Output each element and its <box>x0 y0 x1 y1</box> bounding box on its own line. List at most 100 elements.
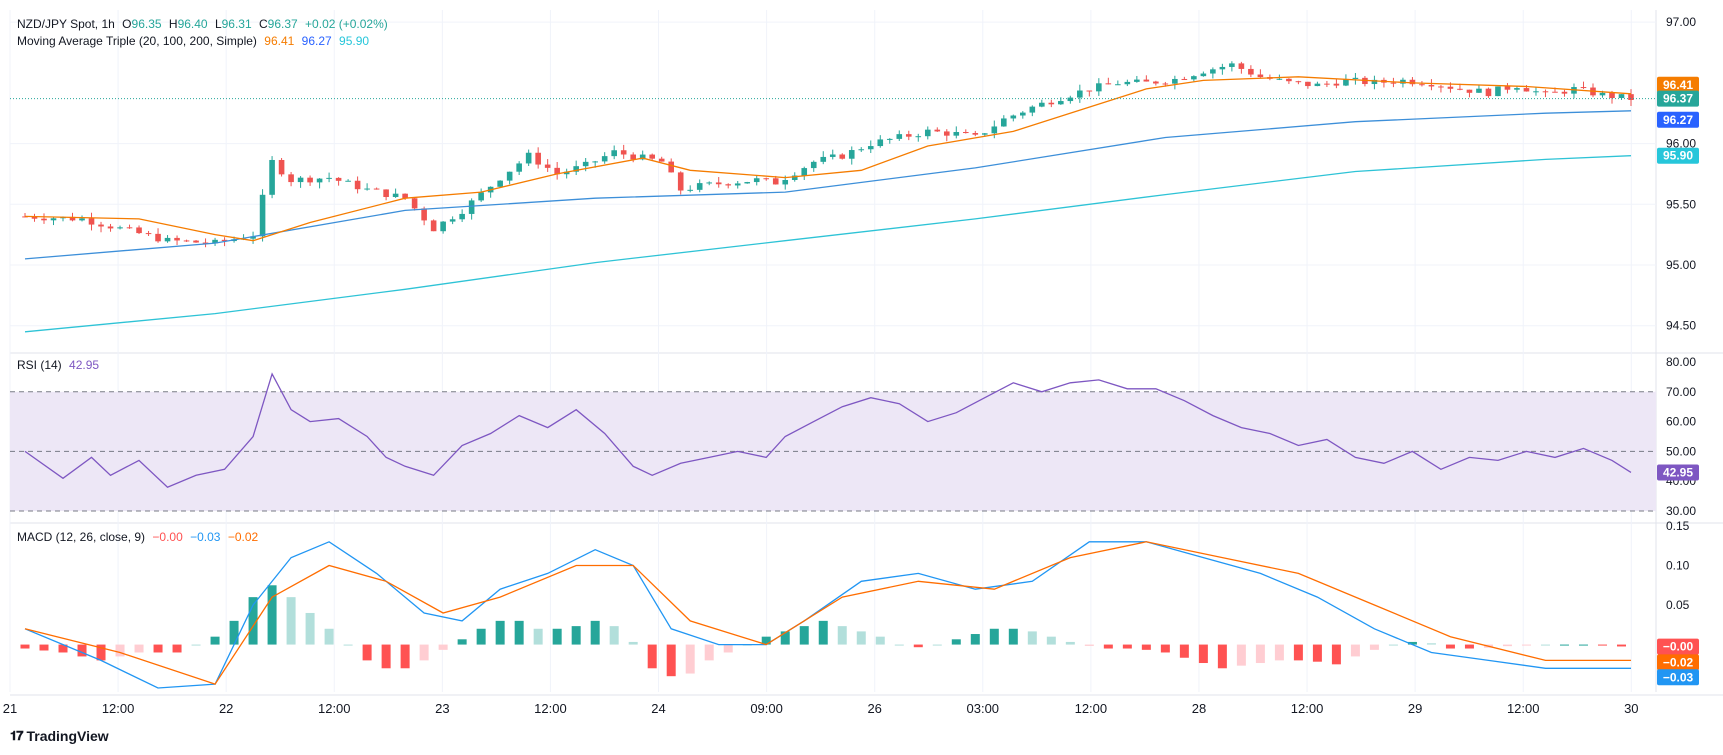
rsi-badge-label: 42.95 <box>1663 465 1693 479</box>
candle-body <box>250 236 256 239</box>
candle-down <box>630 152 636 163</box>
candle-body <box>934 129 941 132</box>
candle-down <box>763 177 770 181</box>
macd-hist-bar <box>1331 644 1341 665</box>
candle-body <box>981 133 988 135</box>
candle-up <box>820 151 827 165</box>
macd-tick-label: 0.15 <box>1666 519 1690 533</box>
macd-hist-bar <box>1426 643 1436 645</box>
candle-body <box>1238 63 1245 69</box>
candle-body <box>1618 94 1625 99</box>
candle-body <box>649 154 655 159</box>
macd-hist-bar <box>248 597 258 645</box>
macd-badge: −0.03 <box>1657 669 1699 686</box>
candle-body <box>1058 101 1064 105</box>
ma200-line <box>24 155 1632 333</box>
candle-body <box>459 213 465 220</box>
candle-body <box>1514 88 1520 90</box>
candle-up <box>696 179 703 193</box>
candle-body <box>326 177 332 179</box>
candle-body <box>1105 83 1112 85</box>
candle-body <box>563 171 570 175</box>
candle-body <box>1599 92 1606 96</box>
candle-down <box>1362 76 1368 87</box>
candle-body <box>269 159 275 195</box>
candle-up <box>525 149 532 166</box>
candle-body <box>782 179 789 185</box>
macd-hist-bar <box>153 644 163 653</box>
candle-up <box>1229 61 1235 72</box>
macd-hist-bar <box>400 644 410 669</box>
candle-body <box>972 133 979 135</box>
signal-line <box>24 541 1631 685</box>
candle-down <box>430 219 437 232</box>
candle-body <box>1200 73 1207 77</box>
candle-body <box>1229 63 1235 67</box>
candle-up <box>1514 86 1520 93</box>
macd-line <box>24 541 1631 689</box>
candle-up <box>601 152 608 164</box>
candle-up <box>478 188 484 203</box>
ma20-line <box>24 76 1632 242</box>
macd-hist-bar <box>229 620 239 645</box>
candle-up <box>1077 84 1083 103</box>
candle-body <box>1248 68 1254 75</box>
macd-hist-bar <box>1255 644 1265 664</box>
candle-down <box>905 130 912 141</box>
rsi-value: 42.95 <box>69 358 100 372</box>
macd-hist-bar <box>20 644 30 649</box>
candle-up <box>212 237 218 246</box>
candle-down <box>962 129 969 134</box>
macd-hist-bar <box>989 628 999 645</box>
price-pane <box>10 61 1656 333</box>
macd-hist-bar <box>1274 644 1284 661</box>
candle-body <box>687 189 694 191</box>
candle-body <box>611 150 617 157</box>
ohlc-high-label: H <box>168 17 178 31</box>
candle-body <box>962 132 969 134</box>
rsi-pane <box>10 372 1656 512</box>
rsi-badge-box <box>1657 464 1699 481</box>
ohlc-close: 96.37 <box>267 17 298 31</box>
candle-body <box>136 227 142 234</box>
candle-down <box>136 225 142 235</box>
macd-hist-bar <box>894 644 904 646</box>
macd-hist-bar <box>438 644 448 650</box>
candle-body <box>1153 81 1159 84</box>
macd-hist-bar <box>381 644 391 669</box>
candle-body <box>886 138 893 140</box>
candle-down <box>1238 61 1245 74</box>
macd-tick-label: 0.05 <box>1666 598 1690 612</box>
ma20-badge-label: 96.41 <box>1663 78 1693 92</box>
candle-down <box>98 221 104 233</box>
macd-hist-bar <box>552 628 562 645</box>
candle-body <box>858 149 865 151</box>
x-tick-label: 12:00 <box>1075 701 1108 716</box>
candle-body <box>1172 78 1178 84</box>
macd-value: −0.03 <box>190 530 221 544</box>
candle-up <box>326 172 332 183</box>
candle-body <box>69 216 76 221</box>
candle-body <box>620 150 627 155</box>
candle-body <box>421 208 427 221</box>
candle-up <box>867 140 874 154</box>
candle-body <box>877 139 884 147</box>
macd-hist-bar <box>628 641 638 645</box>
x-tick-label: 29 <box>1408 701 1422 716</box>
tradingview-logo-icon: 𝟏𝟕 <box>10 728 24 743</box>
candle-down <box>535 147 541 169</box>
candle-down <box>620 144 627 159</box>
candle-down <box>1542 89 1549 98</box>
macd-hist-bar <box>343 644 353 646</box>
candle-body <box>1561 91 1568 94</box>
brand-watermark[interactable]: 𝟏𝟕 TradingView <box>10 728 109 744</box>
candle-up <box>345 179 351 182</box>
candle-body <box>1609 92 1615 99</box>
candle-body <box>1305 81 1311 87</box>
x-tick-label: 22 <box>219 701 233 716</box>
ma200-badge-label: 95.90 <box>1663 149 1693 163</box>
macd-hist-bar <box>1445 644 1455 649</box>
candle-body <box>98 224 104 227</box>
candle-up <box>506 171 513 185</box>
